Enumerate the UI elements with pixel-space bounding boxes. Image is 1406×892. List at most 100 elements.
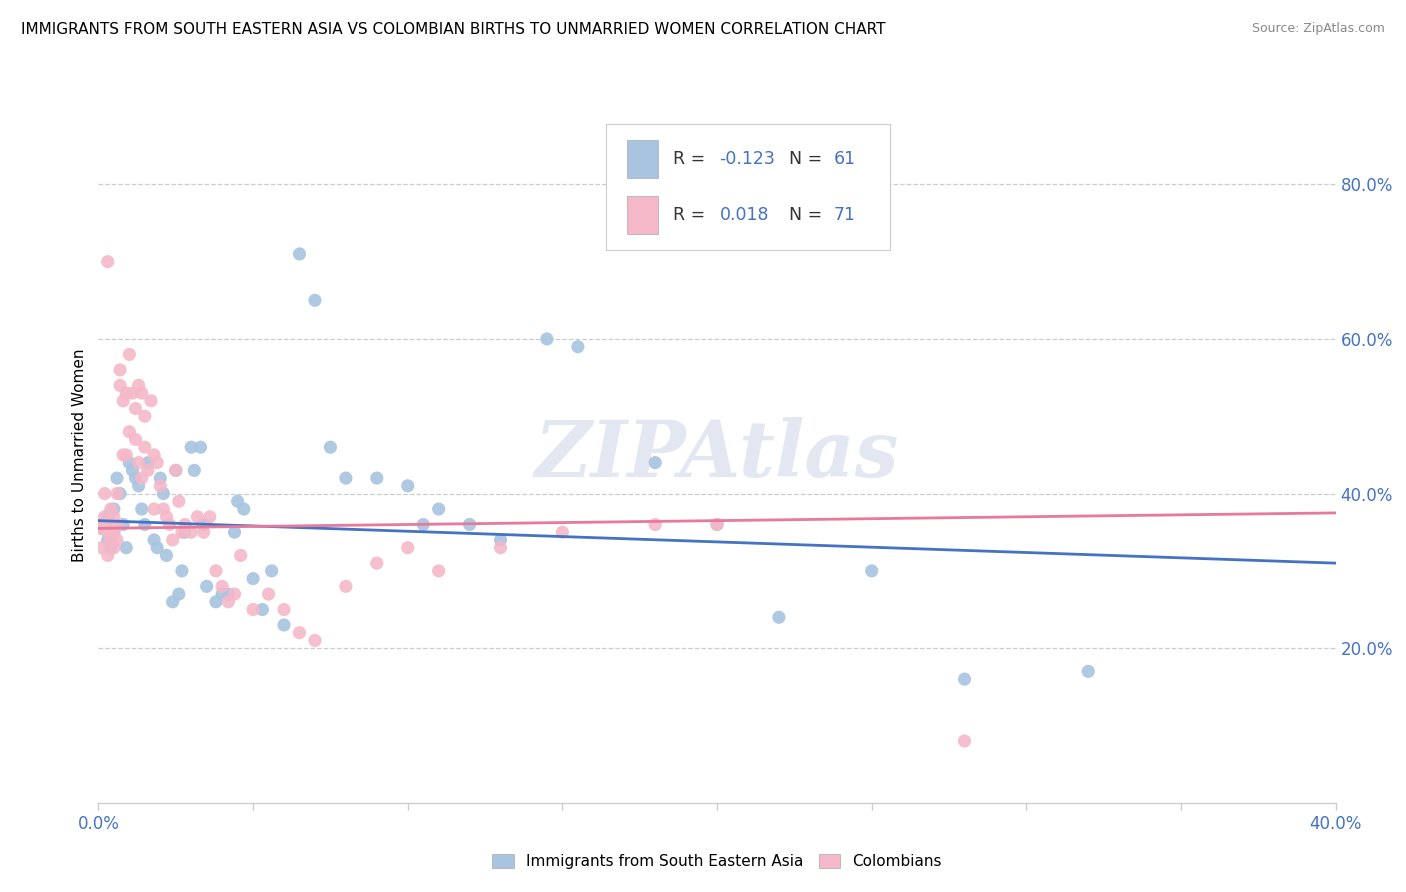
Point xyxy=(128,378,150,392)
Point xyxy=(174,517,197,532)
Point xyxy=(118,456,141,470)
Point xyxy=(170,525,193,540)
Point xyxy=(115,386,138,401)
Point xyxy=(134,409,156,424)
Point xyxy=(165,463,187,477)
Point xyxy=(152,486,174,500)
Point xyxy=(105,486,128,500)
Point xyxy=(93,486,115,500)
Point xyxy=(644,517,666,532)
Point xyxy=(162,533,184,547)
Point xyxy=(335,471,357,485)
Point xyxy=(427,502,450,516)
Point xyxy=(860,564,883,578)
Point xyxy=(134,517,156,532)
Point xyxy=(128,479,150,493)
Point xyxy=(149,479,172,493)
Point xyxy=(124,433,146,447)
Point xyxy=(124,471,146,485)
Point xyxy=(224,525,246,540)
Text: 0.018: 0.018 xyxy=(720,206,769,224)
Point xyxy=(128,456,150,470)
Point xyxy=(768,610,790,624)
Point xyxy=(953,734,976,748)
Point xyxy=(536,332,558,346)
Point xyxy=(319,440,342,454)
Point xyxy=(131,386,153,401)
Point xyxy=(118,347,141,361)
Point xyxy=(252,602,274,616)
Text: R =: R = xyxy=(672,150,710,169)
Text: 61: 61 xyxy=(834,150,855,169)
Text: Source: ZipAtlas.com: Source: ZipAtlas.com xyxy=(1251,22,1385,36)
Point xyxy=(232,502,254,516)
Point xyxy=(205,595,228,609)
Point xyxy=(193,525,215,540)
Point xyxy=(103,502,125,516)
Point xyxy=(97,533,120,547)
Point xyxy=(211,587,233,601)
Point xyxy=(396,541,419,555)
Point xyxy=(100,502,122,516)
Point xyxy=(170,564,193,578)
Point xyxy=(115,541,138,555)
Point xyxy=(229,549,252,563)
Point xyxy=(288,247,311,261)
Point xyxy=(136,456,159,470)
Point xyxy=(124,401,146,416)
Point xyxy=(198,509,221,524)
Point xyxy=(195,579,218,593)
Point xyxy=(97,254,120,268)
Point xyxy=(93,517,115,532)
Point xyxy=(273,602,295,616)
Point xyxy=(273,618,295,632)
Point xyxy=(103,525,125,540)
Point xyxy=(165,463,187,477)
Point xyxy=(217,587,239,601)
Point xyxy=(149,471,172,485)
Point xyxy=(118,425,141,439)
Point xyxy=(193,517,215,532)
Point xyxy=(304,633,326,648)
Text: R =: R = xyxy=(672,206,710,224)
Point xyxy=(183,463,205,477)
Point xyxy=(427,564,450,578)
Text: N =: N = xyxy=(789,206,828,224)
Point xyxy=(186,509,208,524)
FancyBboxPatch shape xyxy=(627,140,658,178)
Point xyxy=(121,386,143,401)
Point xyxy=(304,293,326,308)
Point xyxy=(159,517,181,532)
Point xyxy=(167,494,190,508)
Point xyxy=(706,517,728,532)
Point xyxy=(105,533,128,547)
FancyBboxPatch shape xyxy=(627,195,658,234)
Point xyxy=(152,502,174,516)
Point xyxy=(103,525,125,540)
Point xyxy=(100,533,122,547)
Point xyxy=(205,564,228,578)
Text: IMMIGRANTS FROM SOUTH EASTERN ASIA VS COLOMBIAN BIRTHS TO UNMARRIED WOMEN CORREL: IMMIGRANTS FROM SOUTH EASTERN ASIA VS CO… xyxy=(21,22,886,37)
Point xyxy=(366,556,388,570)
Point xyxy=(366,471,388,485)
Point xyxy=(112,393,135,408)
Point xyxy=(1077,665,1099,679)
Point xyxy=(143,502,166,516)
Point xyxy=(121,463,143,477)
Point xyxy=(108,363,131,377)
Point xyxy=(567,340,589,354)
Point xyxy=(335,579,357,593)
Point xyxy=(131,471,153,485)
Point xyxy=(93,509,115,524)
Text: 71: 71 xyxy=(834,206,855,224)
Point xyxy=(143,448,166,462)
Point xyxy=(224,587,246,601)
Point xyxy=(242,572,264,586)
Point xyxy=(257,587,280,601)
Point xyxy=(90,521,112,535)
Point xyxy=(136,463,159,477)
Point xyxy=(103,541,125,555)
Point xyxy=(97,525,120,540)
Point xyxy=(288,625,311,640)
Point xyxy=(112,448,135,462)
